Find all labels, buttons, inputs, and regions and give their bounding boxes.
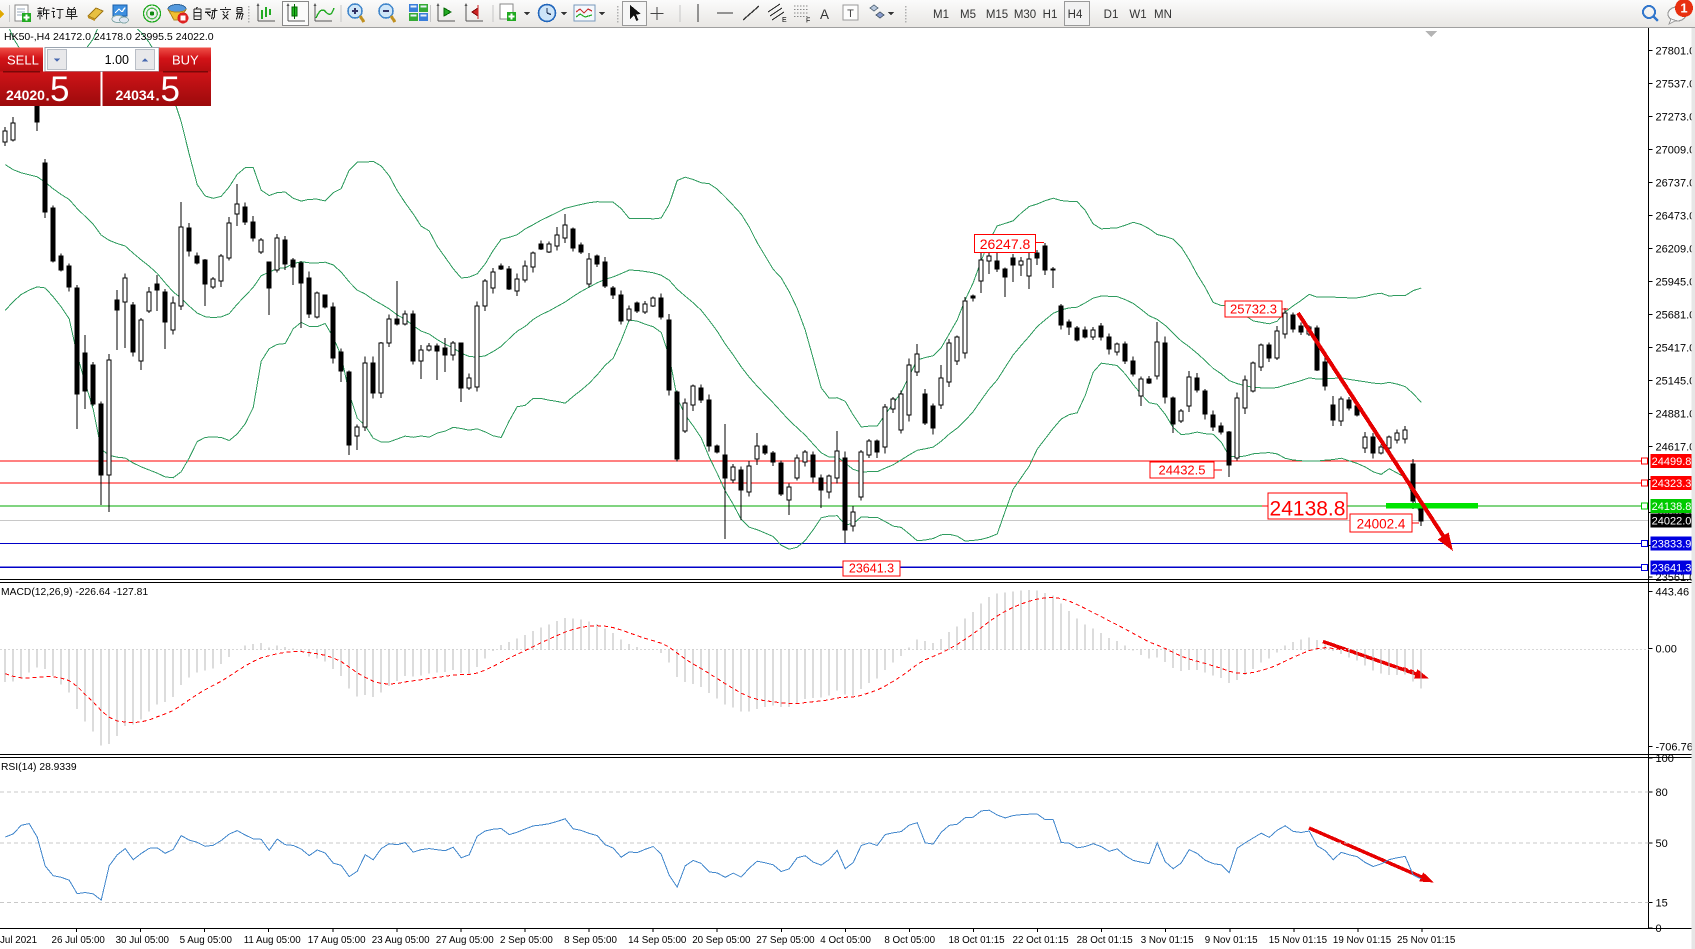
- svg-text:24020: 24020: [6, 87, 45, 103]
- svg-text:27801.0: 27801.0: [1656, 46, 1695, 58]
- svg-text:24499.8: 24499.8: [1652, 456, 1692, 468]
- svg-text:24138.8: 24138.8: [1652, 501, 1692, 513]
- svg-text:25 Nov 01:15: 25 Nov 01:15: [1397, 935, 1456, 946]
- svg-text:0: 0: [1656, 923, 1662, 935]
- svg-text:26473.0: 26473.0: [1656, 211, 1695, 223]
- svg-text:24617.0: 24617.0: [1656, 441, 1695, 453]
- svg-text:M5: M5: [960, 9, 976, 21]
- svg-text:50: 50: [1656, 838, 1668, 850]
- svg-text:18 Oct 01:15: 18 Oct 01:15: [949, 935, 1006, 946]
- svg-text:M1: M1: [933, 9, 949, 21]
- svg-text:26209.0: 26209.0: [1656, 244, 1695, 256]
- svg-text:SELL: SELL: [7, 53, 39, 68]
- svg-text:Jul 2021: Jul 2021: [0, 935, 37, 946]
- svg-text:BUY: BUY: [172, 53, 199, 68]
- svg-text:28 Oct 01:15: 28 Oct 01:15: [1077, 935, 1134, 946]
- svg-text:RSI(14) 28.9339: RSI(14) 28.9339: [1, 762, 77, 773]
- svg-text:5: 5: [50, 70, 69, 109]
- svg-text:8 Sep 05:00: 8 Sep 05:00: [564, 935, 617, 946]
- svg-text:H4: H4: [1068, 9, 1083, 21]
- svg-text:26737.0: 26737.0: [1656, 178, 1695, 190]
- svg-text:25145.0: 25145.0: [1656, 375, 1695, 387]
- svg-text:23641.3: 23641.3: [1652, 563, 1692, 575]
- svg-text:0.00: 0.00: [1656, 644, 1677, 656]
- svg-text:24034: 24034: [116, 87, 155, 103]
- svg-text:17 Aug 05:00: 17 Aug 05:00: [308, 935, 366, 946]
- svg-text:E: E: [782, 17, 787, 24]
- svg-text:24881.0: 24881.0: [1656, 408, 1695, 420]
- svg-text:27 Aug 05:00: 27 Aug 05:00: [436, 935, 494, 946]
- svg-text:23833.9: 23833.9: [1652, 539, 1692, 551]
- svg-text:27 Sep 05:00: 27 Sep 05:00: [756, 935, 815, 946]
- svg-text:MACD(12,26,9) -226.64 -127.81: MACD(12,26,9) -226.64 -127.81: [1, 587, 148, 598]
- svg-text:25732.3: 25732.3: [1230, 302, 1277, 317]
- svg-text:W1: W1: [1129, 9, 1146, 21]
- svg-text:2 Sep 05:00: 2 Sep 05:00: [500, 935, 553, 946]
- svg-text:19 Nov 01:15: 19 Nov 01:15: [1333, 935, 1392, 946]
- svg-text:26 Jul 05:00: 26 Jul 05:00: [52, 935, 106, 946]
- svg-text:23561.0: 23561.0: [1656, 572, 1695, 584]
- svg-text:24138.8: 24138.8: [1270, 498, 1346, 521]
- svg-text:H1: H1: [1043, 9, 1058, 21]
- svg-text:443.46: 443.46: [1656, 587, 1690, 599]
- svg-text:80: 80: [1656, 787, 1668, 799]
- svg-text:24323.3: 24323.3: [1652, 478, 1692, 490]
- svg-text:9 Nov 01:15: 9 Nov 01:15: [1205, 935, 1258, 946]
- svg-text:T: T: [847, 8, 854, 20]
- svg-text:100: 100: [1656, 753, 1674, 765]
- svg-text:4 Oct 05:00: 4 Oct 05:00: [820, 935, 871, 946]
- svg-text:20 Sep 05:00: 20 Sep 05:00: [692, 935, 751, 946]
- svg-text:30 Jul 05:00: 30 Jul 05:00: [116, 935, 170, 946]
- svg-text:24432.5: 24432.5: [1159, 463, 1206, 478]
- svg-text:27009.0: 27009.0: [1656, 145, 1695, 157]
- svg-text:27537.0: 27537.0: [1656, 79, 1695, 91]
- svg-text:15: 15: [1656, 898, 1668, 910]
- svg-text:5 Aug 05:00: 5 Aug 05:00: [180, 935, 233, 946]
- svg-text:-706.76: -706.76: [1656, 741, 1693, 753]
- svg-text:M15: M15: [986, 9, 1008, 21]
- svg-text:F: F: [806, 18, 810, 25]
- svg-text:24022.0: 24022.0: [1652, 516, 1692, 528]
- svg-text:D1: D1: [1104, 9, 1119, 21]
- svg-text:22 Oct 01:15: 22 Oct 01:15: [1013, 935, 1070, 946]
- svg-text:8 Oct 05:00: 8 Oct 05:00: [884, 935, 935, 946]
- svg-text:26247.8: 26247.8: [980, 236, 1031, 252]
- svg-text:3 Nov 01:15: 3 Nov 01:15: [1141, 935, 1194, 946]
- svg-text:23 Aug 05:00: 23 Aug 05:00: [372, 935, 430, 946]
- svg-text:23641.3: 23641.3: [849, 562, 894, 576]
- svg-text:1.00: 1.00: [105, 53, 129, 67]
- svg-text:15 Nov 01:15: 15 Nov 01:15: [1269, 935, 1328, 946]
- svg-text:.: .: [156, 88, 160, 105]
- svg-text:1: 1: [1680, 1, 1687, 16]
- svg-text:.: .: [46, 88, 50, 105]
- svg-text:11 Aug 05:00: 11 Aug 05:00: [244, 935, 302, 946]
- svg-text:14 Sep 05:00: 14 Sep 05:00: [628, 935, 687, 946]
- svg-text:25417.0: 25417.0: [1656, 342, 1695, 354]
- svg-text:25681.0: 25681.0: [1656, 309, 1695, 321]
- svg-text:25945.0: 25945.0: [1656, 277, 1695, 289]
- svg-text:MN: MN: [1154, 9, 1172, 21]
- svg-text:5: 5: [161, 70, 180, 109]
- svg-text:M30: M30: [1014, 9, 1036, 21]
- svg-text:A: A: [820, 7, 829, 22]
- svg-text:24002.4: 24002.4: [1357, 517, 1406, 532]
- svg-text:27273.0: 27273.0: [1656, 112, 1695, 124]
- svg-text:HK50-,H4 24172.0 24178.0 2399: HK50-,H4 24172.0 24178.0 23995.5 24022.0: [4, 31, 214, 43]
